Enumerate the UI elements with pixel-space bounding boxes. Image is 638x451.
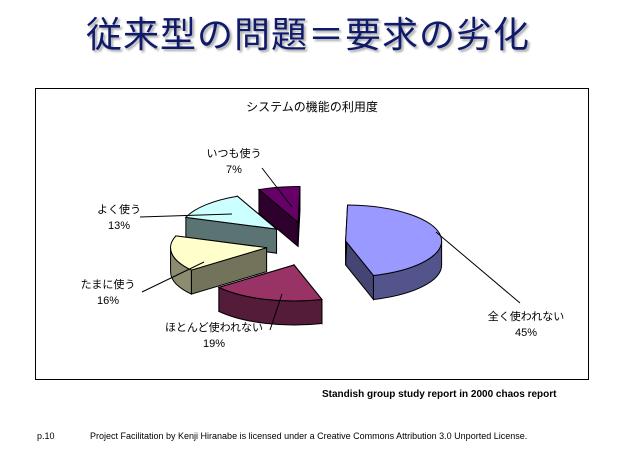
label-sometimes: たまに使う 16% [72, 277, 144, 309]
slice-never [345, 204, 443, 301]
chart-title: システムの機能の利用度 [246, 100, 378, 114]
slice-seldom-top [217, 264, 323, 302]
label-seldom-value: 19% [202, 338, 226, 350]
leader-sometimes [141, 261, 205, 293]
label-seldom-text: ほとんど使われない [164, 321, 264, 334]
source-note: Standish group study report in 2000 chao… [322, 389, 557, 400]
label-always: いつも使う 7% [196, 146, 272, 178]
chart-area: システムの機能の利用度 [35, 88, 589, 380]
license-text: Project Facilitation by Kenji Hiranabe i… [90, 431, 528, 441]
label-never: 全く使われない 45% [474, 309, 578, 341]
label-sometimes-text: たまに使う [80, 278, 136, 291]
label-often-text: よく使う [97, 203, 141, 216]
label-always-value: 7% [226, 164, 242, 176]
slice-often [184, 195, 279, 255]
slice-always [257, 185, 301, 248]
slice-sometimes [170, 235, 268, 295]
slice-always-top [257, 185, 301, 224]
leader-always [261, 167, 293, 208]
slice-sometimes-top [170, 235, 267, 271]
label-seldom: ほとんど使われない 19% [158, 320, 270, 352]
slide-title: 従来型の問題＝要求の劣化 [86, 15, 531, 56]
label-often-value: 13% [107, 220, 131, 232]
slice-often-top [184, 195, 279, 230]
label-sometimes-value: 16% [96, 295, 120, 307]
leader-seldom [269, 293, 283, 331]
page-number: p.10 [37, 431, 55, 441]
slice-seldom [217, 263, 323, 326]
leader-often [139, 213, 233, 218]
label-never-text: 全く使われない [487, 310, 565, 323]
label-never-value: 45% [514, 327, 538, 339]
label-always-text: いつも使う [206, 147, 262, 160]
leader-never [435, 231, 521, 304]
label-often: よく使う 13% [88, 202, 150, 234]
